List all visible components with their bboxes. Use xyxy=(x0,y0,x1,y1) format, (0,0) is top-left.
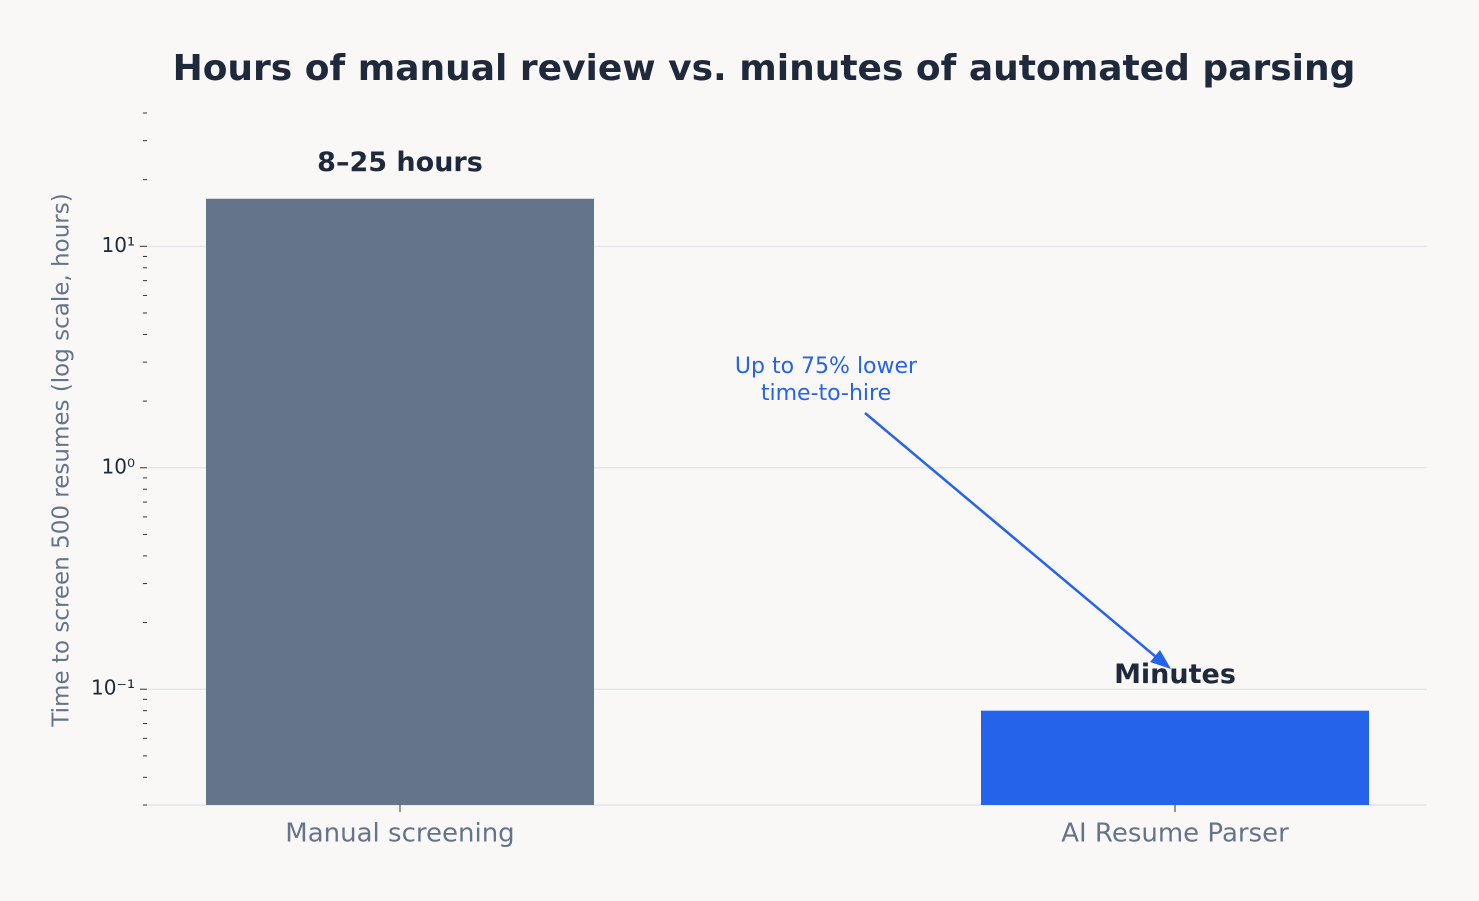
chart-title: Hours of manual review vs. minutes of au… xyxy=(173,48,1356,89)
annotation-text: time-to-hire xyxy=(761,381,891,406)
x-tick-label: AI Resume Parser xyxy=(1061,819,1289,849)
y-axis-label: Time to screen 500 resumes (log scale, h… xyxy=(49,193,75,727)
y-tick-label: 10¹ xyxy=(102,233,135,257)
bar-label: 8–25 hours xyxy=(317,147,483,178)
y-tick-label: 10⁻¹ xyxy=(91,676,135,700)
x-tick-label: Manual screening xyxy=(285,819,514,849)
bar xyxy=(981,710,1369,805)
y-tick-label: 10⁰ xyxy=(102,454,135,478)
annotation-arrowhead xyxy=(1150,650,1171,669)
annotation-arrow xyxy=(864,412,1163,663)
annotation-text: Up to 75% lower xyxy=(735,354,918,379)
bar-label: Minutes xyxy=(1114,659,1236,690)
bar xyxy=(206,198,594,805)
